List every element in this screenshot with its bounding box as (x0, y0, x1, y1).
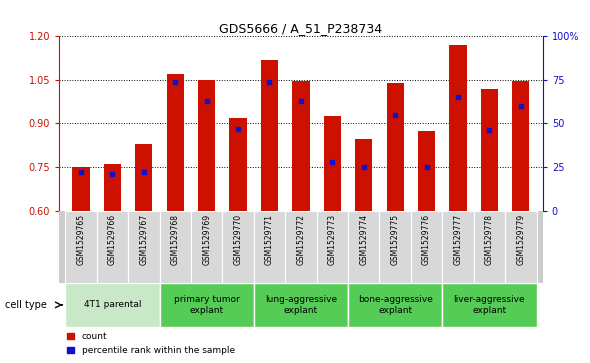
Bar (254, 283, 348, 327)
Text: GSM1529779: GSM1529779 (516, 214, 525, 265)
Text: GSM1529778: GSM1529778 (485, 214, 494, 265)
Point (327, 159, 337, 165)
Bar (97, 211, 128, 283)
Text: GSM1529775: GSM1529775 (391, 214, 399, 265)
Point (234, 126, 243, 131)
Text: lung-aggressive
explant: lung-aggressive explant (265, 295, 337, 315)
Bar (348, 283, 442, 327)
Text: GSM1529772: GSM1529772 (296, 214, 306, 265)
Bar (230, 118, 247, 211)
Bar (222, 211, 254, 283)
Point (391, 112, 400, 118)
Point (453, 94, 463, 100)
Text: GSM1529769: GSM1529769 (202, 214, 211, 265)
Bar (355, 139, 372, 211)
Text: liver-aggressive
explant: liver-aggressive explant (454, 295, 525, 315)
Text: GSM1529767: GSM1529767 (139, 214, 148, 265)
Point (516, 103, 526, 109)
Point (171, 79, 180, 85)
Bar (324, 116, 341, 211)
Bar (285, 211, 317, 283)
Bar (73, 167, 90, 211)
Text: GSM1529777: GSM1529777 (454, 214, 463, 265)
Point (484, 127, 494, 133)
Bar (505, 211, 536, 283)
Text: GSM1529765: GSM1529765 (77, 214, 86, 265)
Bar (65, 211, 97, 283)
Bar (379, 211, 411, 283)
Point (202, 98, 211, 104)
Text: 4T1 parental: 4T1 parental (84, 301, 141, 309)
Bar (442, 283, 536, 327)
Bar (191, 211, 222, 283)
Bar (198, 80, 215, 211)
Point (139, 169, 149, 175)
Bar (261, 60, 278, 211)
Bar (104, 164, 121, 211)
Text: bone-aggressive
explant: bone-aggressive explant (358, 295, 432, 315)
Bar (159, 211, 191, 283)
Text: GSM1529771: GSM1529771 (265, 214, 274, 265)
Point (76, 169, 86, 175)
Bar (386, 83, 404, 211)
Bar (442, 211, 474, 283)
Bar (128, 211, 159, 283)
Bar (135, 144, 152, 211)
Bar (254, 211, 285, 283)
Bar (474, 211, 505, 283)
Point (359, 164, 368, 170)
Bar (411, 211, 442, 283)
Text: cell type: cell type (5, 300, 47, 310)
Bar (481, 89, 498, 211)
Bar (512, 81, 529, 211)
Point (296, 98, 306, 104)
Title: GDS5666 / A_51_P238734: GDS5666 / A_51_P238734 (219, 22, 382, 35)
Bar (348, 211, 379, 283)
Point (108, 171, 117, 177)
Text: GSM1529766: GSM1529766 (108, 214, 117, 265)
Bar (166, 74, 184, 211)
Text: GSM1529773: GSM1529773 (328, 214, 337, 265)
Text: GSM1529774: GSM1529774 (359, 214, 368, 265)
Point (422, 164, 431, 170)
Text: GSM1529776: GSM1529776 (422, 214, 431, 265)
Bar (292, 81, 310, 211)
Bar (317, 211, 348, 283)
Text: primary tumor
explant: primary tumor explant (174, 295, 240, 315)
Point (265, 79, 274, 85)
Bar (65, 283, 159, 327)
Bar (450, 45, 467, 211)
Bar (159, 283, 254, 327)
Text: GSM1529768: GSM1529768 (171, 214, 180, 265)
Bar (418, 131, 435, 211)
Legend: count, percentile rank within the sample: count, percentile rank within the sample (64, 329, 238, 359)
Text: GSM1529770: GSM1529770 (234, 214, 242, 265)
